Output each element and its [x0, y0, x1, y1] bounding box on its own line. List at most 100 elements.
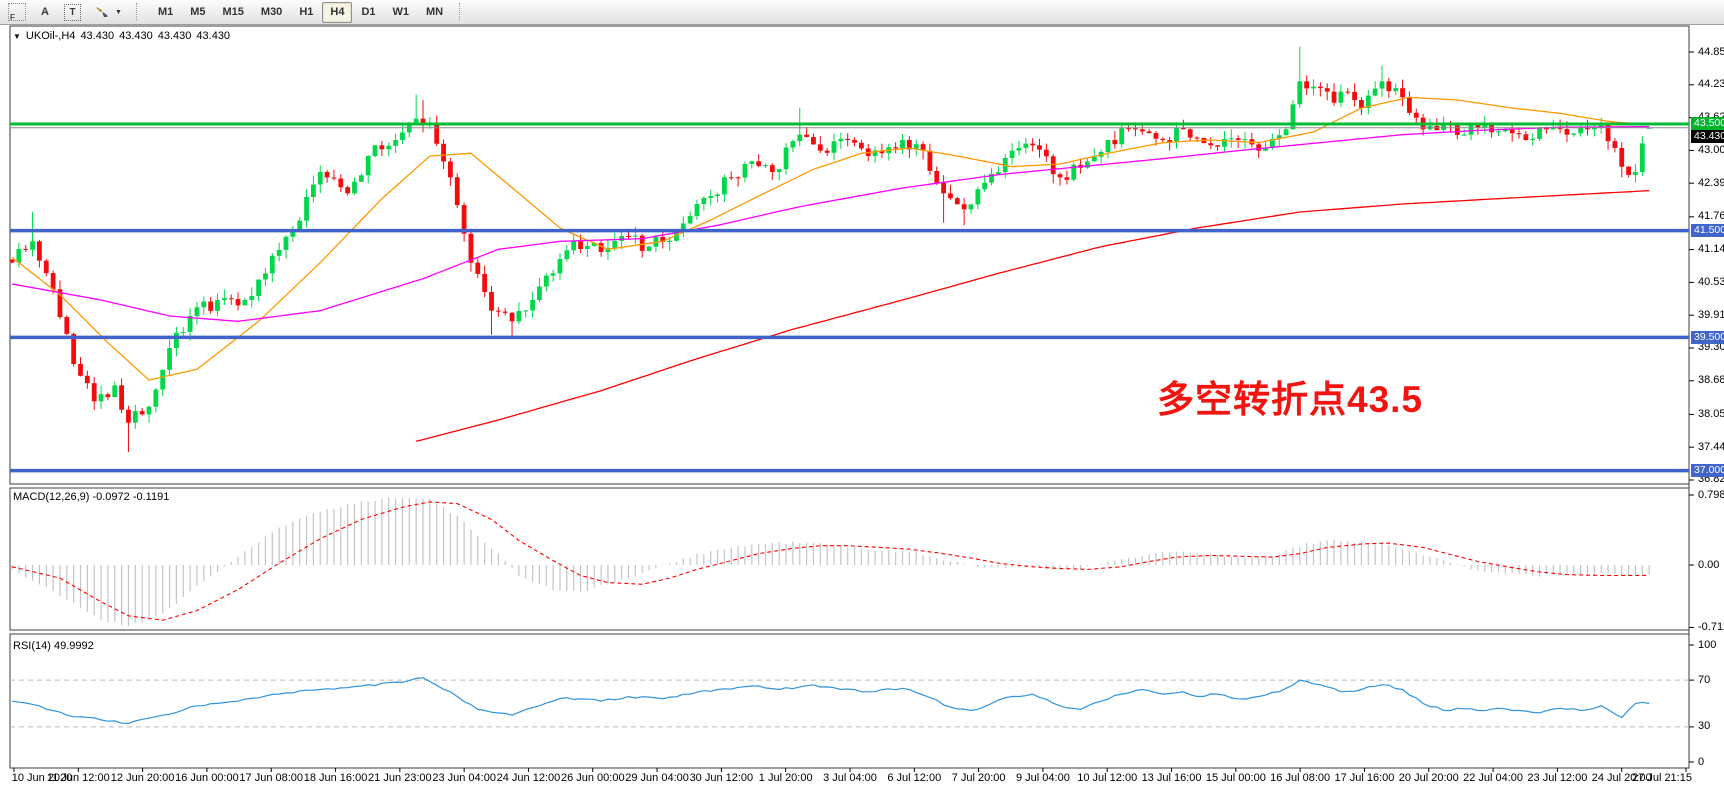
- arrow-tools-button[interactable]: ▼: [89, 2, 128, 23]
- macd-histogram-bar: [25, 565, 27, 578]
- macd-histogram-bar: [812, 543, 815, 565]
- macd-histogram-bar: [237, 556, 239, 565]
- rsi-line: [11, 677, 1650, 725]
- candle-body: [1324, 88, 1330, 92]
- candle-body: [982, 182, 988, 190]
- candle-body: [1263, 147, 1268, 151]
- candle-body: [174, 332, 179, 348]
- timeframe-button-m1[interactable]: M1: [157, 6, 174, 18]
- macd-histogram-bar: [1121, 559, 1123, 565]
- candle-body: [180, 331, 186, 333]
- macd-histogram-bar: [1148, 554, 1150, 565]
- macd-histogram-bar: [600, 565, 602, 585]
- macd-histogram-bar: [1463, 565, 1465, 567]
- macd-histogram-bar: [853, 547, 856, 565]
- candle-body: [1530, 138, 1536, 140]
- candle-body: [1283, 129, 1289, 136]
- candle-body: [1037, 145, 1042, 150]
- frame-tool-button[interactable]: F: [2, 2, 32, 23]
- macd-histogram-bar: [408, 498, 410, 565]
- macd-histogram-bar: [38, 565, 40, 585]
- candle-body: [311, 184, 316, 197]
- candle-body: [139, 411, 145, 415]
- macd-histogram-bar: [127, 565, 130, 627]
- candle-body: [872, 150, 878, 156]
- macd-histogram-bar: [511, 565, 513, 568]
- candle-body: [345, 187, 351, 194]
- candle-body: [1297, 81, 1303, 105]
- macd-histogram-bar: [162, 565, 164, 614]
- macd-histogram-bar: [586, 565, 588, 591]
- candle-body: [1050, 156, 1056, 175]
- candle-body: [776, 169, 782, 172]
- candle-body: [105, 394, 111, 398]
- macd-histogram-bar: [395, 498, 397, 565]
- candle-body: [37, 241, 42, 261]
- macd-histogram-bar: [915, 552, 917, 565]
- macd-histogram-bar: [696, 554, 698, 565]
- timeframe-button-m15[interactable]: M15: [222, 6, 244, 18]
- macd-histogram-bar: [121, 565, 123, 626]
- macd-histogram-bar: [737, 545, 739, 565]
- candle-body: [1502, 129, 1508, 132]
- candle-body: [1180, 127, 1186, 130]
- macd-histogram-bar: [1415, 552, 1417, 565]
- macd-histogram-bar: [614, 565, 616, 583]
- candle-body: [1372, 88, 1378, 96]
- candle-body: [297, 220, 303, 231]
- macd-histogram-bar: [1155, 553, 1157, 565]
- macd-histogram-bar: [353, 503, 356, 565]
- macd-histogram-bar: [881, 550, 883, 565]
- macd-histogram-bar: [901, 550, 904, 565]
- macd-histogram-bar: [264, 536, 267, 565]
- candle-body: [324, 171, 330, 178]
- timeframe-button-mn[interactable]: MN: [426, 6, 444, 18]
- macd-histogram-bar: [175, 565, 177, 604]
- text-label-tool-button[interactable]: T: [58, 2, 87, 23]
- macd-histogram-bar: [436, 504, 438, 565]
- macd-histogram-bar: [1333, 539, 1335, 565]
- candle-body: [1133, 128, 1138, 130]
- macd-histogram-bar: [895, 552, 897, 565]
- candle-body: [920, 144, 926, 151]
- macd-histogram-bar: [1497, 565, 1500, 573]
- timeframe-button-h4[interactable]: H4: [322, 1, 353, 23]
- candle-body: [393, 139, 398, 146]
- macd-histogram-bar: [1340, 540, 1342, 565]
- macd-histogram-bar: [840, 545, 842, 565]
- candle-body: [489, 291, 494, 311]
- macd-histogram-bar: [333, 508, 335, 565]
- candle-body: [208, 301, 214, 311]
- macd-histogram-bar: [1066, 565, 1068, 570]
- macd-histogram-bar: [833, 545, 835, 565]
- macd-histogram-bar: [203, 565, 205, 582]
- timeframe-button-d1[interactable]: D1: [361, 6, 376, 18]
- macd-histogram-bar: [1011, 565, 1013, 567]
- candle-body: [249, 295, 255, 300]
- macd-histogram-bar: [326, 509, 328, 565]
- timeframe-button-h1[interactable]: H1: [299, 6, 314, 18]
- macd-histogram-bar: [532, 565, 534, 582]
- macd-histogram-bar: [689, 557, 691, 565]
- macd-histogram-bar: [1429, 556, 1431, 565]
- candle-body: [550, 273, 556, 276]
- candle-body: [1290, 104, 1296, 130]
- timeframe-button-m5[interactable]: M5: [190, 6, 206, 18]
- macd-histogram-bar: [134, 565, 136, 623]
- candle-body: [1057, 174, 1063, 178]
- macd-histogram-bar: [682, 558, 684, 565]
- macd-histogram-bar: [703, 554, 705, 565]
- candle-body: [1591, 127, 1597, 130]
- candle-body: [667, 240, 672, 242]
- macd-histogram-bar: [388, 497, 390, 565]
- candle-body: [687, 216, 693, 224]
- macd-histogram-bar: [1230, 556, 1232, 565]
- timeframe-button-w1[interactable]: W1: [392, 6, 410, 18]
- macd-histogram-bar: [1559, 565, 1561, 575]
- macd-histogram-bar: [826, 544, 828, 565]
- macd-histogram-bar: [45, 565, 47, 588]
- text-tool-button[interactable]: A: [41, 6, 49, 18]
- macd-histogram-bar: [1203, 554, 1205, 565]
- timeframe-button-m30[interactable]: M30: [260, 6, 283, 18]
- candle-body: [1215, 145, 1220, 147]
